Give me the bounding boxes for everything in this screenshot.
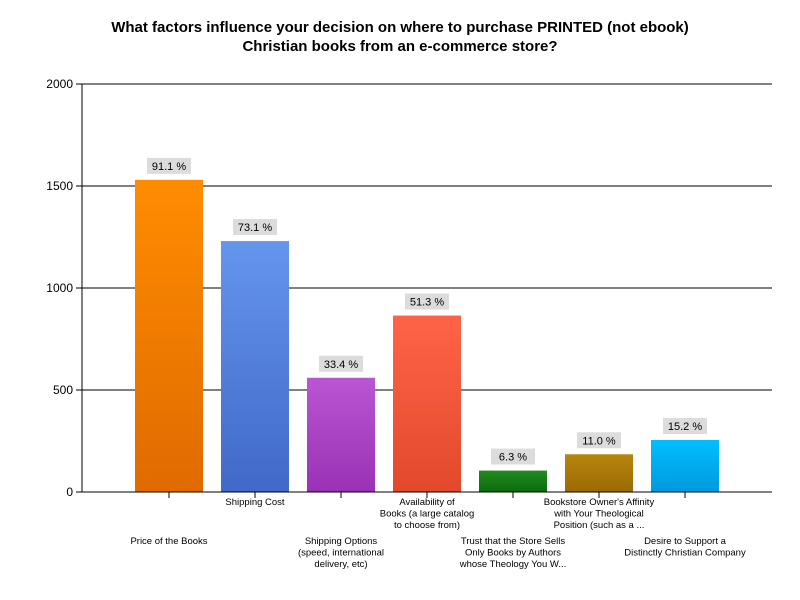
category-label-line: to choose from) (394, 520, 460, 531)
data-label: 15.2 % (668, 421, 702, 433)
category-label: Shipping Cost (225, 497, 285, 508)
category-label: Price of the Books (130, 536, 207, 547)
data-label-box (147, 157, 191, 174)
category-label-line: delivery, etc) (314, 559, 367, 570)
category-label-line: Availability of (399, 497, 455, 508)
axes: 0 500 1000 1500 2000 (46, 77, 772, 499)
data-label: 73.1 % (238, 222, 272, 234)
data-label-box (319, 355, 363, 372)
category-label-line: (speed, international (298, 548, 384, 559)
category-label-line: Shipping Cost (225, 497, 285, 508)
category-label-line: Desire to Support a (644, 536, 727, 547)
bar-5 (479, 470, 547, 492)
y-tick-label: 0 (66, 485, 73, 499)
bar-4 (393, 315, 461, 492)
category-label-line: Price of the Books (130, 536, 207, 547)
data-label-box (663, 417, 707, 434)
y-tick-label: 1500 (46, 179, 73, 193)
y-tick-label: 500 (53, 383, 73, 397)
bar-1 (135, 179, 203, 492)
bar-7 (651, 439, 719, 492)
category-label-line: with Your Theological (553, 509, 644, 520)
category-label-line: whose Theology You W... (459, 559, 567, 570)
category-label: Shipping Options(speed, internationaldel… (298, 536, 384, 570)
data-label-box (233, 219, 277, 236)
chart-title: What factors influence your decision on … (0, 18, 800, 56)
bar-3 (307, 377, 375, 492)
category-label-line: Only Books by Authors (465, 548, 561, 559)
data-label: 6.3 % (499, 452, 527, 464)
category-label-line: Trust that the Store Sells (461, 536, 565, 547)
category-label-line: Bookstore Owner's Affinity (544, 497, 655, 508)
category-label-line: Shipping Options (305, 536, 378, 547)
data-label: 91.1 % (152, 161, 186, 173)
bars (135, 179, 719, 492)
data-label: 11.0 % (582, 435, 616, 447)
data-label-box (405, 293, 449, 310)
chart-title-line-2: Christian books from an e-commerce store… (242, 38, 558, 55)
category-label-line: Position (such as a ... (554, 520, 645, 531)
data-label-box (491, 448, 535, 465)
bar-2 (221, 241, 289, 492)
y-tick-label: 2000 (46, 77, 73, 91)
data-label-box (577, 432, 621, 449)
chart-title-line-1: What factors influence your decision on … (111, 19, 689, 36)
data-label: 33.4 % (324, 359, 358, 371)
category-label-line: Distinctly Christian Company (624, 548, 746, 559)
bar-6 (565, 454, 633, 492)
category-label-line: Books (a large catalog (380, 509, 475, 520)
data-label: 51.3 % (410, 297, 444, 309)
labels: 91.1 % Price of the Books 73.1 % Shipping C… (130, 157, 746, 570)
y-tick-label: 1000 (46, 281, 73, 295)
